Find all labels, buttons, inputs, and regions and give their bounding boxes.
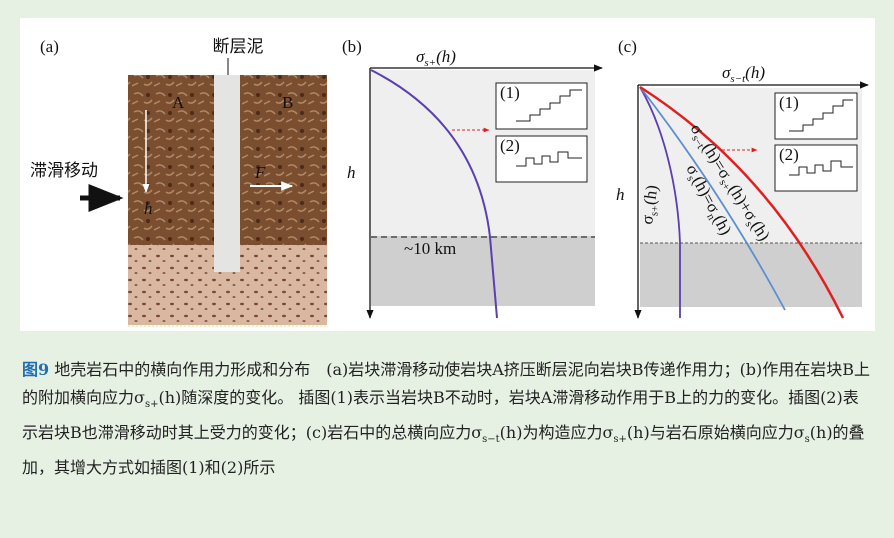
depth-label: h <box>144 199 153 218</box>
panel-label: (b) <box>342 37 362 56</box>
math-text: (h) <box>745 63 765 82</box>
inset-label: (2) <box>779 145 799 164</box>
block-label: A <box>172 93 185 112</box>
subscript: s+ <box>145 399 159 410</box>
panel-label: (c) <box>618 37 637 56</box>
axis-title: σs+(h) <box>416 47 456 69</box>
lower-zone <box>640 243 862 307</box>
math-text: (h) <box>640 184 662 206</box>
subscript: s+ <box>613 434 627 445</box>
caption-text: (h)与岩石原始横向应力σ <box>627 423 805 442</box>
caption: 图9 地壳岩石中的横向作用力形成和分布 (a)岩块滞滑移动使岩块A挤压断层泥向岩… <box>22 356 872 482</box>
axis-title: σs−t(h) <box>722 63 765 85</box>
fault-gouge-label: 断层泥 <box>213 37 264 56</box>
depth-marker: ~10 km <box>404 239 456 258</box>
depth-axis-label: h <box>347 163 356 182</box>
inset-label: (1) <box>779 93 799 112</box>
page: (a) 断层泥滞滑移动 A Bh F (b) σs+(h) h ~10 km (1) (2) (c) σ… <box>0 0 894 538</box>
math-text: (h) <box>436 47 456 66</box>
subscript: s−t <box>482 434 500 445</box>
subscript: s+ <box>424 57 436 69</box>
panel-label: (a) <box>40 37 59 56</box>
force-label: F <box>254 163 266 182</box>
fault-gouge <box>214 75 240 272</box>
subscript: s+ <box>648 205 661 217</box>
inset-label: (2) <box>500 136 520 155</box>
inset-label: (1) <box>500 83 520 102</box>
motion-label: 滞滑移动 <box>30 161 98 180</box>
figure-number: 图9 <box>22 360 49 379</box>
depth-axis-label: h <box>616 185 625 204</box>
caption-text: (h)为构造应力σ <box>500 423 614 442</box>
block-label: B <box>282 93 293 112</box>
subscript: s−t <box>730 73 746 85</box>
